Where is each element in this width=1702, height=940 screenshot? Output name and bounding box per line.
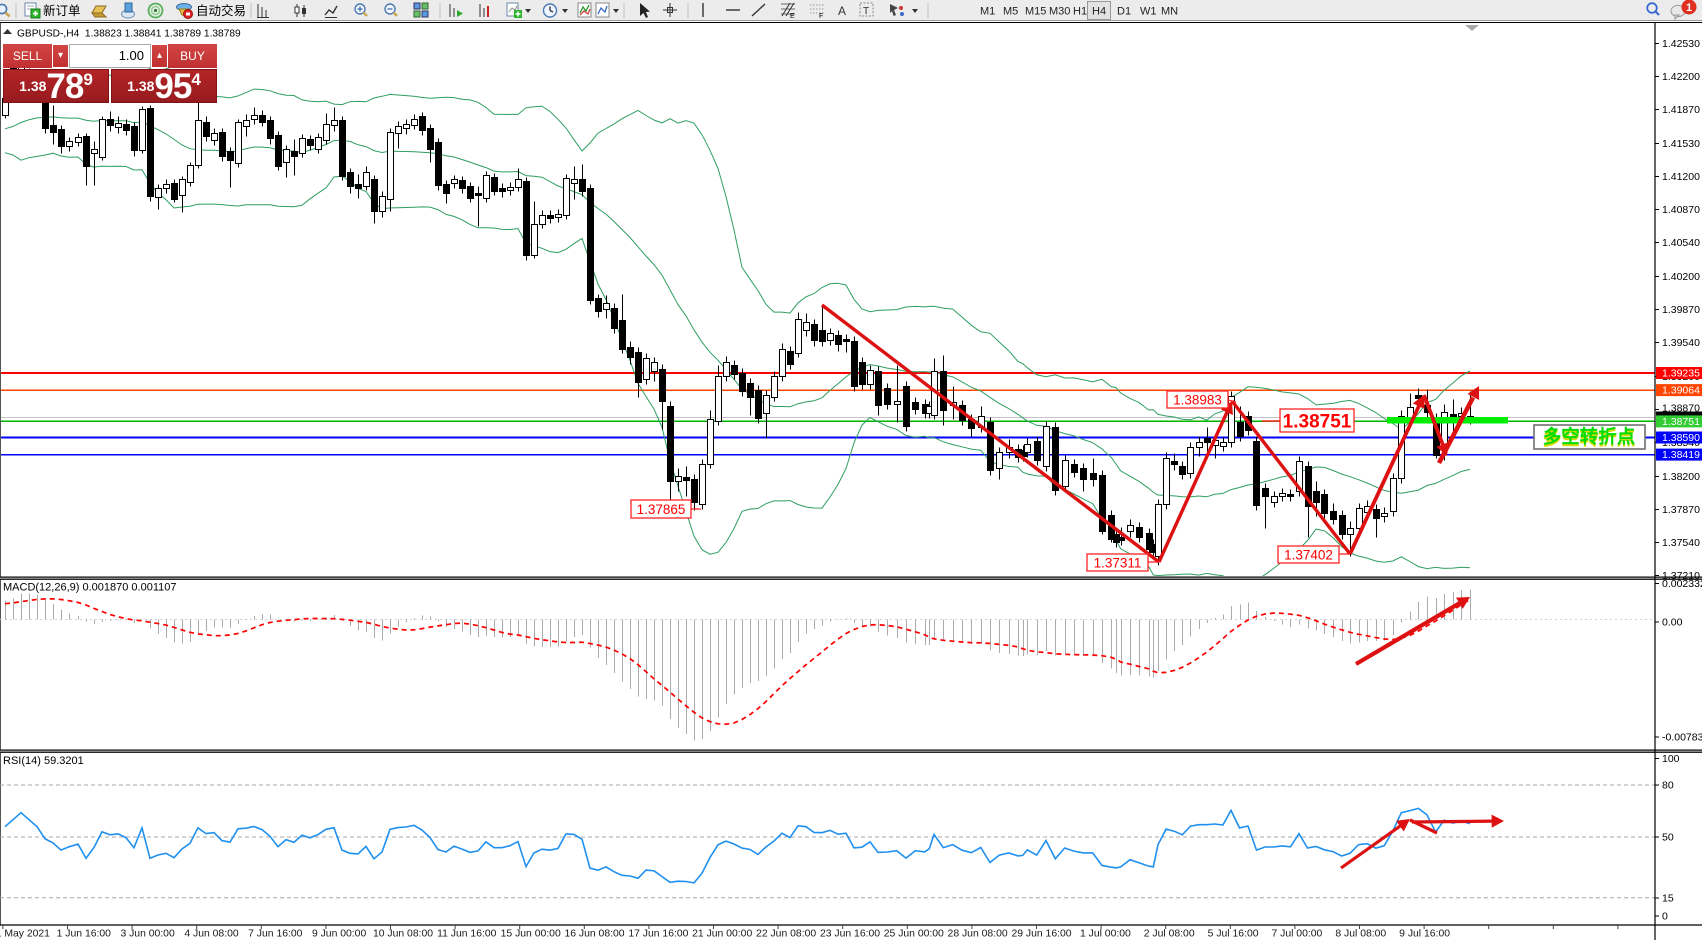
- svg-text:H1: H1: [1073, 6, 1087, 18]
- svg-text:28 Jun 08:00: 28 Jun 08:00: [948, 929, 1008, 940]
- svg-text:15: 15: [1662, 893, 1674, 905]
- svg-text:1 Jun 16:00: 1 Jun 16:00: [57, 929, 112, 940]
- svg-text:1.40540: 1.40540: [1662, 237, 1700, 249]
- svg-text:M5: M5: [1003, 6, 1018, 18]
- svg-text:1.37865: 1.37865: [637, 502, 686, 517]
- svg-text:23 Jun 16:00: 23 Jun 16:00: [820, 929, 880, 940]
- svg-text:80: 80: [1662, 780, 1674, 792]
- svg-text:8 Jul 08:00: 8 Jul 08:00: [1335, 929, 1386, 940]
- svg-text:1.39235: 1.39235: [1662, 368, 1700, 380]
- svg-text:1.38751: 1.38751: [1662, 416, 1700, 428]
- svg-text:3 Jun 00:00: 3 Jun 00:00: [120, 929, 175, 940]
- svg-text:0.00: 0.00: [1662, 617, 1683, 629]
- svg-text:31 May 2021: 31 May 2021: [0, 929, 50, 940]
- svg-text:T: T: [863, 6, 869, 17]
- svg-text:W1: W1: [1140, 6, 1157, 18]
- svg-text:1.38200: 1.38200: [1662, 471, 1700, 483]
- svg-text:1 Jul 00:00: 1 Jul 00:00: [1080, 929, 1131, 940]
- svg-text:1.37210: 1.37210: [1662, 570, 1700, 582]
- svg-text:1: 1: [1686, 2, 1692, 14]
- svg-text:多空转折点: 多空转折点: [1543, 426, 1636, 447]
- svg-text:1.37402: 1.37402: [1284, 547, 1333, 562]
- svg-text:1.42200: 1.42200: [1662, 71, 1700, 83]
- svg-text:2 Jul 08:00: 2 Jul 08:00: [1144, 929, 1195, 940]
- svg-text:21 Jun 00:00: 21 Jun 00:00: [692, 929, 752, 940]
- svg-text:9 Jun 00:00: 9 Jun 00:00: [312, 929, 367, 940]
- svg-text:5 Jul 16:00: 5 Jul 16:00: [1208, 929, 1259, 940]
- svg-text:11 Jun 16:00: 11 Jun 16:00: [437, 929, 497, 940]
- svg-text:1.38983: 1.38983: [1173, 392, 1222, 407]
- svg-text:17 Jun 16:00: 17 Jun 16:00: [628, 929, 688, 940]
- svg-text:1.39540: 1.39540: [1662, 337, 1700, 349]
- svg-text:E: E: [790, 13, 795, 20]
- svg-text:-0.007836: -0.007836: [1662, 732, 1702, 744]
- svg-text:A: A: [838, 4, 846, 18]
- svg-text:1.38751: 1.38751: [1283, 411, 1352, 432]
- svg-text:M30: M30: [1049, 6, 1070, 18]
- svg-text:M1: M1: [980, 6, 995, 18]
- svg-text:新订单: 新订单: [43, 3, 81, 18]
- svg-text:15 Jun 00:00: 15 Jun 00:00: [501, 929, 561, 940]
- svg-text:F: F: [819, 13, 823, 20]
- svg-text:多空转折点: 多空转折点: [1543, 428, 1636, 449]
- svg-text:1.41870: 1.41870: [1662, 104, 1700, 116]
- svg-text:MN: MN: [1161, 6, 1178, 18]
- svg-text:H4: H4: [1092, 6, 1106, 18]
- svg-text:1.38419: 1.38419: [1662, 449, 1700, 461]
- svg-text:25 Jun 00:00: 25 Jun 00:00: [884, 929, 944, 940]
- svg-text:1.37311: 1.37311: [1094, 555, 1142, 570]
- svg-text:GBPUSD-,H4 1.38823 1.38841 1.: GBPUSD-,H4 1.38823 1.38841 1.38789 1.387…: [17, 29, 241, 40]
- svg-text:0.002332: 0.002332: [1662, 578, 1702, 590]
- svg-text:1.40200: 1.40200: [1662, 271, 1700, 283]
- svg-text:7 Jul 00:00: 7 Jul 00:00: [1271, 929, 1322, 940]
- svg-text:1.41200: 1.41200: [1662, 171, 1700, 183]
- svg-text:D1: D1: [1117, 6, 1131, 18]
- svg-text:MACD(12,26,9) 0.001870 0.00110: MACD(12,26,9) 0.001870 0.001107: [3, 582, 176, 594]
- svg-text:1.37540: 1.37540: [1662, 537, 1700, 549]
- svg-text:50: 50: [1662, 832, 1674, 844]
- svg-text:100: 100: [1662, 753, 1680, 765]
- svg-text:10 Jun 08:00: 10 Jun 08:00: [373, 929, 433, 940]
- svg-text:自动交易: 自动交易: [196, 3, 246, 18]
- svg-text:1.42530: 1.42530: [1662, 38, 1700, 50]
- svg-text:29 Jun 16:00: 29 Jun 16:00: [1011, 929, 1071, 940]
- svg-text:4 Jun 08:00: 4 Jun 08:00: [184, 929, 239, 940]
- svg-text:16 Jun 08:00: 16 Jun 08:00: [564, 929, 624, 940]
- svg-text:1.39064: 1.39064: [1662, 385, 1700, 397]
- svg-text:M15: M15: [1025, 6, 1046, 18]
- svg-text:9 Jul 16:00: 9 Jul 16:00: [1399, 929, 1450, 940]
- svg-text:0: 0: [1662, 911, 1668, 923]
- svg-text:1.39870: 1.39870: [1662, 304, 1700, 316]
- svg-text:1.37870: 1.37870: [1662, 504, 1700, 516]
- svg-text:RSI(14) 59.3201: RSI(14) 59.3201: [3, 755, 84, 767]
- svg-text:1.41530: 1.41530: [1662, 138, 1700, 150]
- svg-text:22 Jun 08:00: 22 Jun 08:00: [756, 929, 816, 940]
- svg-text:1.40870: 1.40870: [1662, 204, 1700, 216]
- svg-text:1.38590: 1.38590: [1662, 432, 1700, 444]
- svg-text:7 Jun 16:00: 7 Jun 16:00: [248, 929, 303, 940]
